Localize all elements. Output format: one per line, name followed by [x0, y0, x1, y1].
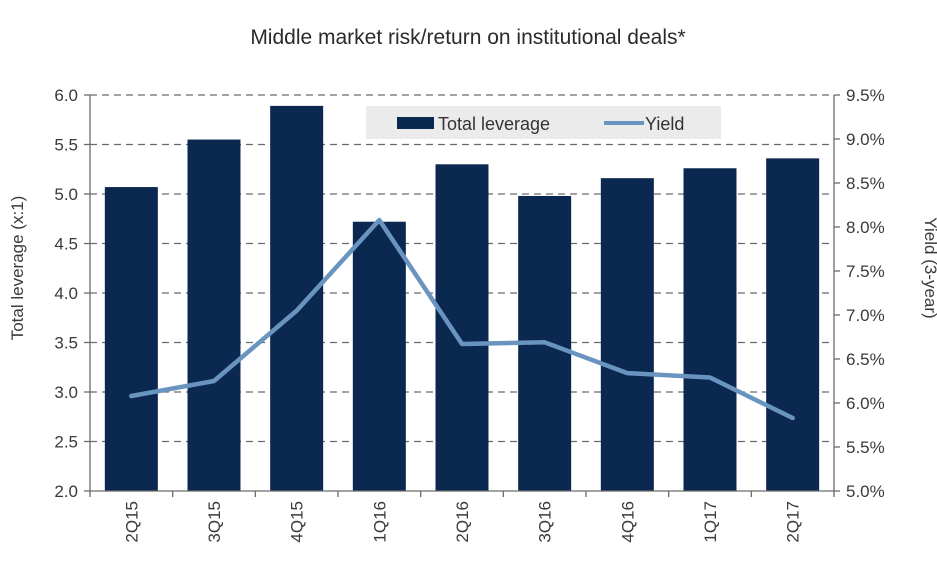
y2-tick-label: 7.5% — [846, 262, 885, 281]
chart-title: Middle market risk/return on institution… — [250, 26, 685, 49]
y-tick-label: 2.0 — [54, 482, 78, 501]
x-tick-label: 2Q17 — [784, 501, 803, 543]
legend: Total leverage Yield — [366, 106, 721, 139]
bar-4Q16 — [601, 178, 654, 491]
legend-label-total-leverage: Total leverage — [438, 114, 550, 134]
bars — [105, 106, 819, 491]
y2-tick-label: 5.5% — [846, 438, 885, 457]
y2-tick-label: 9.0% — [846, 130, 885, 149]
legend-swatch-total-leverage — [397, 117, 434, 129]
y2-tick-label: 9.5% — [846, 86, 885, 105]
y-tick-label: 4.5 — [54, 235, 78, 254]
y-tick-label: 3.5 — [54, 334, 78, 353]
y2-tick-label: 8.5% — [846, 174, 885, 193]
y-axis-label: Total leverage (x:1) — [8, 196, 27, 341]
x-tick-label: 2Q16 — [453, 501, 472, 543]
x-tick-label: 1Q17 — [701, 501, 720, 543]
x-tick-label: 3Q16 — [536, 501, 555, 543]
y2-tick-label: 8.0% — [846, 218, 885, 237]
bar-2Q16 — [436, 164, 489, 491]
x-tick-label: 1Q16 — [370, 501, 389, 543]
bar-2Q15 — [105, 187, 158, 491]
y2-axis-label: Yield (3-year) — [921, 217, 937, 318]
bar-4Q15 — [270, 106, 323, 491]
x-tick-label: 4Q16 — [618, 501, 637, 543]
y2-tick-label: 6.5% — [846, 350, 885, 369]
y2-tick-label: 7.0% — [846, 306, 885, 325]
y-tick-label: 5.0 — [54, 185, 78, 204]
legend-label-yield: Yield — [645, 114, 684, 134]
x-tick-label: 4Q15 — [288, 501, 307, 543]
bar-3Q15 — [188, 140, 241, 491]
bar-1Q17 — [684, 168, 737, 491]
y-tick-label: 3.0 — [54, 383, 78, 402]
y2-tick-label: 5.0% — [846, 482, 885, 501]
y-tick-label: 4.0 — [54, 284, 78, 303]
y-tick-label: 2.5 — [54, 433, 78, 452]
x-tick-label: 3Q15 — [205, 501, 224, 543]
x-tick-label: 2Q15 — [122, 501, 141, 543]
y2-tick-label: 6.0% — [846, 394, 885, 413]
y-tick-label: 6.0 — [54, 86, 78, 105]
bar-1Q16 — [353, 222, 406, 491]
y-tick-label: 5.5 — [54, 136, 78, 155]
bar-2Q17 — [766, 158, 819, 491]
